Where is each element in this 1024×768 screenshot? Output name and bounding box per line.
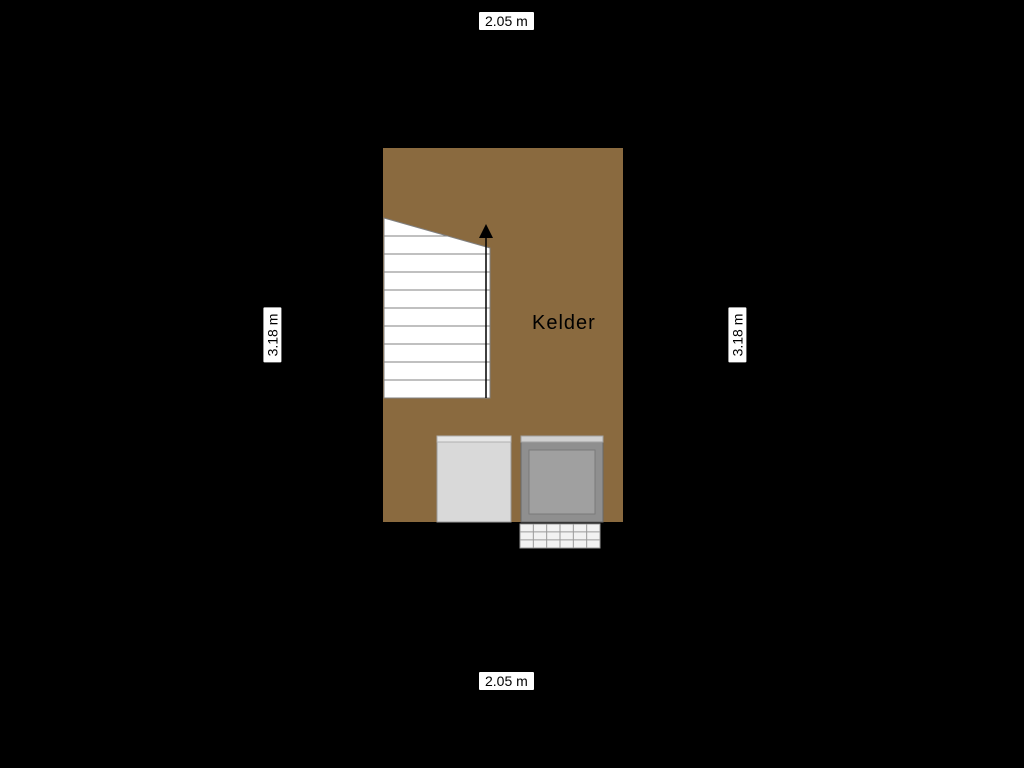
dimension-label-bottom: 2.05 m: [478, 671, 535, 691]
appliance-right-drum: [529, 450, 595, 514]
appliance-left-top: [437, 436, 511, 442]
floorplan-svg: [0, 0, 1024, 768]
appliance-right-top: [521, 436, 603, 442]
dimension-label-left: 3.18 m: [262, 307, 282, 364]
dimension-label-right: 3.18 m: [727, 307, 747, 364]
floorplan-stage: 2.05 m 2.05 m 3.18 m 3.18 m Kelder: [0, 0, 1024, 768]
appliance-left: [437, 442, 511, 522]
room-label: Kelder: [532, 312, 596, 335]
dimension-label-top: 2.05 m: [478, 11, 535, 31]
